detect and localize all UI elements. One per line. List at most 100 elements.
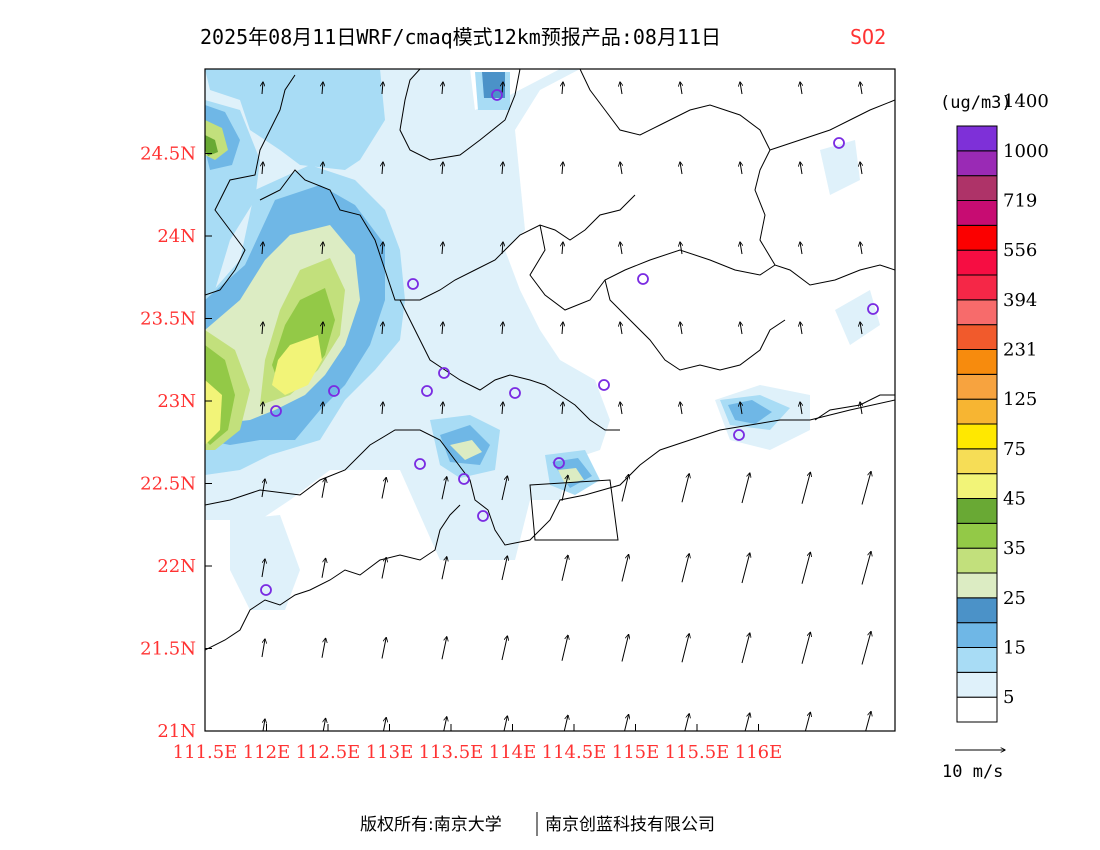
wind-arrow xyxy=(501,556,507,581)
wind-arrow xyxy=(804,712,810,731)
wind-arrow xyxy=(382,82,383,95)
wind-arrow xyxy=(382,162,383,175)
legend-label: 125 xyxy=(1003,389,1037,410)
station-marker xyxy=(509,387,521,399)
station-marker xyxy=(733,429,745,441)
wind-arrow xyxy=(800,242,802,255)
map-area xyxy=(205,69,895,731)
legend-swatch xyxy=(956,522,998,549)
wind-arrow xyxy=(620,322,622,335)
wind-arrow xyxy=(800,162,802,175)
wind-arrow xyxy=(381,558,386,579)
wind-arrow xyxy=(861,472,871,505)
wind-scale: 10 m/s xyxy=(942,750,1005,782)
wind-arrow xyxy=(621,635,629,662)
station-marker xyxy=(270,405,282,417)
wind-arrow xyxy=(680,402,682,415)
wind-arrow xyxy=(684,714,689,731)
legend-swatch xyxy=(956,373,998,400)
wind-arrow xyxy=(382,402,383,415)
wind-arrow xyxy=(502,322,503,335)
legend-label: 1400 xyxy=(1003,91,1049,112)
wind-arrow xyxy=(322,402,323,415)
wind-arrow xyxy=(860,162,862,175)
wind-arrow xyxy=(740,322,742,335)
wind-arrow xyxy=(860,242,862,255)
wind-arrow xyxy=(681,554,689,583)
wind-arrow xyxy=(800,322,802,335)
coastline xyxy=(205,399,895,546)
wind-arrow xyxy=(740,402,742,415)
wind-arrow xyxy=(321,478,326,498)
wind-arrow xyxy=(322,718,326,731)
wind-arrow xyxy=(322,322,323,335)
legend-unit: (ug/m3) xyxy=(940,93,1012,113)
boundary-inner-2 xyxy=(399,299,620,431)
legend-label: 35 xyxy=(1003,538,1026,559)
wind-arrow xyxy=(442,322,443,335)
wind-arrow xyxy=(262,162,263,175)
legend-swatch xyxy=(956,274,998,301)
so2-band-15-25-north xyxy=(205,69,385,170)
legend-swatch xyxy=(956,324,998,350)
lon-label: 116E xyxy=(735,742,783,763)
wind-arrow xyxy=(262,402,263,415)
legend-swatch xyxy=(956,349,998,375)
legend-label: 719 xyxy=(1003,191,1037,212)
wind-arrow xyxy=(441,477,447,500)
boundaries xyxy=(205,69,895,651)
so2-band-east xyxy=(835,290,880,345)
wind-arrow xyxy=(681,474,689,503)
boundary-west xyxy=(205,74,296,296)
lat-label: 24.5N xyxy=(140,144,196,165)
legend-swatch xyxy=(956,547,998,574)
legend-swatch xyxy=(956,125,998,152)
wind-arrow xyxy=(741,553,750,584)
coastline-south xyxy=(205,504,461,651)
wind-arrow xyxy=(502,82,503,95)
wind-arrow xyxy=(620,162,622,175)
lon-label: 112E xyxy=(243,742,291,763)
wind-scale-label: 10 m/s xyxy=(942,762,1003,782)
wind-arrow xyxy=(382,322,383,335)
wind-arrow xyxy=(800,402,802,415)
wind-arrow xyxy=(860,322,862,335)
map-title: 2025年08月11日WRF/cmaq模式12km预报产品:08月11日 xyxy=(200,25,721,49)
legend-swatch xyxy=(956,398,998,425)
wind-arrow xyxy=(620,242,622,255)
boundary-inner-7 xyxy=(399,69,521,161)
lat-label: 24N xyxy=(157,226,196,247)
station-marker xyxy=(414,458,426,470)
wind-arrow xyxy=(561,475,568,501)
so2-band-35-45-top xyxy=(482,72,505,98)
wind-arrow xyxy=(381,478,386,499)
wind-arrow xyxy=(740,242,742,255)
wind-arrow xyxy=(680,242,682,255)
station-marker xyxy=(477,510,489,522)
wind-arrow xyxy=(561,555,568,581)
wind-arrow xyxy=(441,557,447,580)
wind-arrow xyxy=(801,552,810,584)
wind-arrow xyxy=(861,552,871,585)
legend-swatch xyxy=(956,200,998,226)
station-marker xyxy=(833,137,845,149)
wind-arrow xyxy=(502,402,503,415)
lon-label: 112.5E xyxy=(296,742,361,763)
station-marker xyxy=(438,367,450,379)
species-label: SO2 xyxy=(850,25,886,49)
wind-arrow xyxy=(741,633,750,664)
wind-arrow xyxy=(681,634,689,663)
lon-label: 111.5E xyxy=(173,742,238,763)
wind-arrow xyxy=(740,82,742,95)
legend-swatch xyxy=(956,572,998,599)
legend-swatch xyxy=(956,498,998,524)
wind-arrow xyxy=(322,82,323,95)
legend-label: 5 xyxy=(1003,687,1014,708)
lon-label: 114E xyxy=(489,742,537,763)
wind-arrow xyxy=(860,82,862,95)
wind-arrow xyxy=(262,82,263,95)
wind-arrow xyxy=(562,402,563,415)
legend-swatch xyxy=(956,696,998,723)
wind-arrow xyxy=(865,712,871,731)
